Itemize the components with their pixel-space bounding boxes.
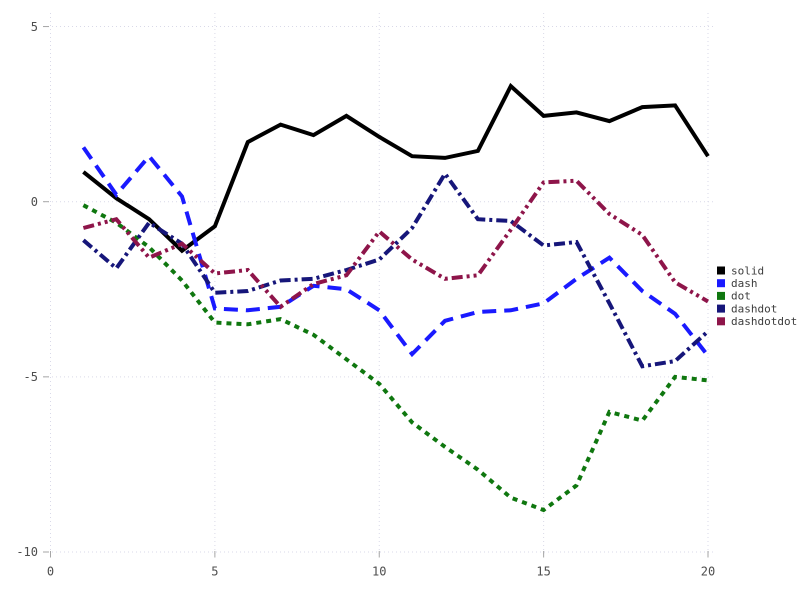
- legend-swatch: [717, 291, 725, 300]
- series-line-dashdot: [82, 170, 710, 369]
- series-line-dot: [82, 203, 709, 513]
- series-line-dashdotdot: [82, 178, 710, 310]
- y-tick-label: -10: [16, 545, 38, 559]
- legend-swatch: [717, 304, 725, 313]
- x-tick-label: 0: [47, 565, 54, 579]
- legend-label: dash: [731, 277, 758, 290]
- series-line-dash: [81, 146, 710, 358]
- legend-label: solid: [731, 264, 764, 277]
- legend-swatch: [717, 317, 725, 326]
- x-tick-label: 20: [701, 565, 715, 579]
- x-tick-label: 10: [372, 565, 386, 579]
- x-tick-label: 5: [211, 565, 218, 579]
- legend-label: dashdot: [731, 302, 777, 315]
- legend-swatch: [717, 266, 725, 275]
- legend-label: dot: [731, 290, 751, 303]
- legend-swatch: [717, 279, 725, 288]
- y-tick-label: 0: [31, 195, 38, 209]
- y-tick-label: -5: [24, 370, 38, 384]
- x-tick-label: 15: [536, 565, 550, 579]
- y-tick-label: 5: [31, 20, 38, 34]
- legend-label: dashdotdot: [731, 315, 797, 328]
